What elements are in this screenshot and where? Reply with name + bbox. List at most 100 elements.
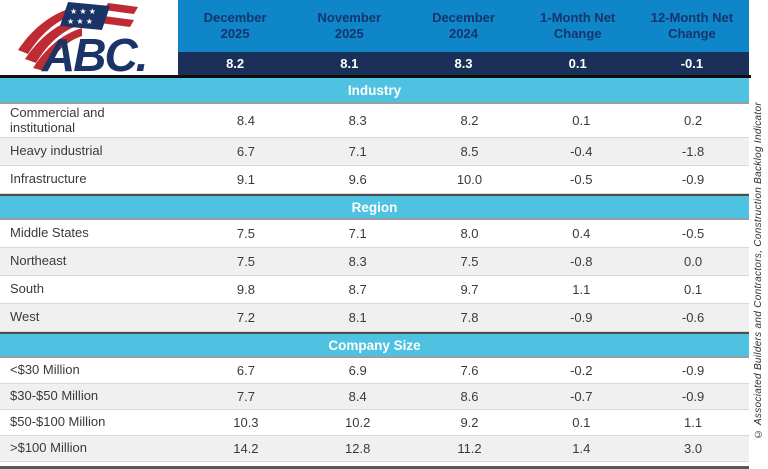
table-bottom-border	[0, 466, 749, 469]
row-label: $30-$50 Million	[0, 388, 190, 404]
logo-letters: ABC.	[41, 29, 146, 74]
cell-value: 8.7	[348, 282, 367, 297]
cell-value: 7.1	[348, 144, 367, 159]
column-header-dec-2024: December 2024	[432, 9, 495, 41]
cell-value: 9.7	[460, 282, 479, 297]
cell-value: 0.0	[684, 254, 703, 269]
row-label-text: Northeast	[10, 253, 67, 269]
cell-value: 11.2	[457, 441, 482, 456]
flag-stars-icon: ★ ★ ★	[67, 17, 93, 26]
cell-value: 0.4	[572, 226, 591, 241]
row-label-text: $30-$50 Million	[10, 388, 99, 404]
copyright-sidebar: © Associated Builders and Contractors, C…	[749, 76, 768, 466]
cell-value: -0.9	[681, 389, 705, 404]
table-row: $30-$50 Million 7.7 8.4 8.6 -0.7 -0.9	[0, 384, 749, 410]
cell-value: -0.2	[570, 363, 593, 378]
flag-stripe-icon	[25, 17, 80, 63]
row-label-text: Infrastructure	[10, 171, 87, 187]
cell-value: 9.2	[460, 415, 479, 430]
table-row: South 9.8 8.7 9.7 1.1 0.1	[0, 276, 749, 304]
cell-value: 8.2	[460, 113, 479, 128]
cell-value: 10.3	[233, 415, 259, 430]
cell-value: -0.8	[570, 254, 593, 269]
row-label-text: Middle States	[10, 225, 89, 241]
cell-value: 8.4	[236, 113, 255, 128]
column-header-nov-2025: November 2025	[317, 9, 382, 41]
cell-value: 0.1	[572, 113, 591, 128]
table-row: Northeast 7.5 8.3 7.5 -0.8 0.0	[0, 248, 749, 276]
cell-value: 7.8	[460, 310, 479, 325]
cell-value: 8.3	[348, 254, 367, 269]
cell-value: 8.0	[460, 226, 479, 241]
cell-value: 6.7	[236, 144, 255, 159]
column-header-dec-2025: December 2025	[203, 9, 267, 41]
section-header-region: Region	[0, 194, 749, 220]
row-label: Middle States	[0, 225, 190, 241]
table-row: Infrastructure 9.1 9.6 10.0 -0.5 -0.9	[0, 166, 749, 194]
section-header-company-size: Company Size	[0, 332, 749, 358]
cell-value: 1.1	[572, 282, 591, 297]
cell-value: 6.7	[236, 363, 255, 378]
cell-value: -0.9	[681, 172, 705, 187]
cell-value: 8.6	[460, 389, 479, 404]
cell-value: 8.3	[348, 113, 367, 128]
cell-value: 9.1	[236, 172, 255, 187]
cell-value: 0.1	[572, 415, 591, 430]
row-label: Commercial and institutional	[0, 104, 190, 136]
cell-value: 9.8	[236, 282, 255, 297]
cell-value: -0.6	[681, 310, 705, 325]
table-row: $50-$100 Million 10.3 10.2 9.2 0.1 1.1	[0, 410, 749, 436]
cell-value: 8.5	[460, 144, 479, 159]
row-label-text: South	[10, 281, 44, 297]
total-value: -0.1	[680, 56, 704, 71]
row-label-text: >$100 Million	[10, 440, 87, 456]
total-value: 0.1	[568, 56, 587, 71]
row-label: Infrastructure	[0, 171, 190, 187]
cell-value: 7.6	[460, 363, 479, 378]
column-headers: December 2025 November 2025 December 202…	[178, 0, 749, 52]
row-label: Northeast	[0, 253, 190, 269]
cell-value: 7.1	[348, 226, 367, 241]
cell-value: -0.4	[570, 144, 593, 159]
row-label-text: West	[10, 309, 40, 325]
cell-value: 7.2	[236, 310, 255, 325]
cell-value: 9.6	[348, 172, 367, 187]
cell-value: 0.2	[684, 113, 703, 128]
totals-row: 8.2 8.1 8.3 0.1 -0.1	[178, 52, 749, 75]
copyright-text: © Associated Builders and Contractors, C…	[753, 102, 764, 440]
flag-stripe-icon	[33, 28, 82, 71]
table-row: Middle States 7.5 7.1 8.0 0.4 -0.5	[0, 220, 749, 248]
header-divider	[0, 75, 751, 78]
cell-value: -0.7	[570, 389, 593, 404]
row-label: >$100 Million	[0, 440, 190, 456]
abc-logo-graphic: ★ ★ ★ ★ ★ ★ ABC.	[18, 2, 148, 81]
cell-value: 8.1	[348, 310, 367, 325]
cell-value: -0.9	[570, 310, 593, 325]
column-header-12-month-change: 12-Month Net Change	[650, 9, 734, 41]
row-label-text: Commercial and institutional	[10, 104, 105, 135]
cell-value: -1.8	[681, 144, 705, 159]
cell-value: 3.0	[684, 441, 703, 456]
row-label-text: $50-$100 Million	[10, 414, 106, 430]
row-label: $50-$100 Million	[0, 414, 190, 430]
table-row: Heavy industrial 6.7 7.1 8.5 -0.4 -1.8	[0, 138, 749, 166]
total-value: 8.2	[226, 56, 245, 71]
total-value: 8.1	[340, 56, 359, 71]
table-row: <$30 Million 6.7 6.9 7.6 -0.2 -0.9	[0, 358, 749, 384]
row-label-text: <$30 Million	[10, 362, 80, 378]
cell-value: 0.1	[684, 282, 703, 297]
table-row: >$100 Million 14.2 12.8 11.2 1.4 3.0	[0, 436, 749, 462]
total-value: 8.3	[454, 56, 473, 71]
cell-value: 1.1	[684, 415, 703, 430]
cell-value: -0.9	[681, 363, 705, 378]
cell-value: 6.9	[348, 363, 367, 378]
cell-value: 14.2	[233, 441, 259, 456]
row-label: Heavy industrial	[0, 143, 190, 159]
cell-value: 7.7	[236, 389, 255, 404]
flag-stripe-icon	[104, 3, 138, 14]
abc-logo: ★ ★ ★ ★ ★ ★ ABC.	[12, 0, 176, 81]
section-header-industry: Industry	[0, 78, 749, 104]
column-header-1-month-change: 1-Month Net Change	[540, 9, 616, 41]
table-row: Commercial and institutional 8.4 8.3 8.2…	[0, 104, 749, 138]
cell-value: 12.8	[345, 441, 371, 456]
